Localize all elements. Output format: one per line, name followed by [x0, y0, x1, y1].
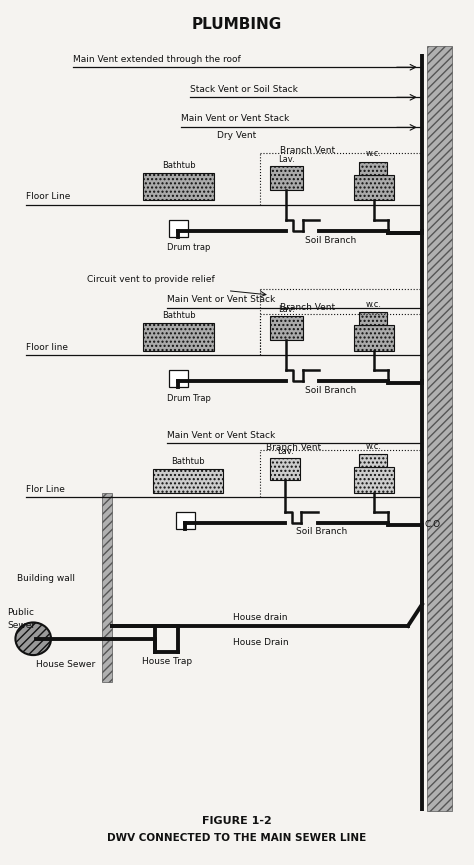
Bar [270, 458, 300, 480]
Text: Sewer: Sewer [8, 621, 36, 631]
Bar [143, 323, 214, 351]
Text: C.O: C.O [425, 520, 441, 529]
Bar [354, 175, 394, 201]
Text: Drum trap: Drum trap [167, 243, 210, 253]
Bar [427, 46, 453, 811]
Text: Circuit vent to provide relief: Circuit vent to provide relief [87, 275, 215, 285]
Text: Branch Vent: Branch Vent [265, 443, 321, 452]
Text: Floor line: Floor line [26, 343, 68, 352]
Bar [176, 512, 195, 529]
Text: Branch Vent: Branch Vent [280, 303, 335, 312]
Text: Bathtub: Bathtub [171, 457, 205, 466]
Bar [359, 162, 387, 175]
Text: w.c.: w.c. [366, 300, 382, 309]
Text: Lav.: Lav. [278, 305, 294, 314]
Text: Soil Branch: Soil Branch [305, 386, 356, 395]
Bar [102, 493, 112, 682]
Bar [169, 220, 188, 237]
Text: House Trap: House Trap [142, 657, 192, 666]
Text: House drain: House drain [233, 612, 288, 622]
Bar [354, 325, 394, 351]
Text: Floor Line: Floor Line [26, 192, 71, 202]
Text: w.c.: w.c. [366, 441, 382, 451]
Text: Bathtub: Bathtub [162, 311, 195, 320]
Text: Lav.: Lav. [277, 447, 293, 456]
Text: Soil Branch: Soil Branch [296, 527, 347, 536]
Text: Branch Vent: Branch Vent [280, 146, 335, 156]
Text: Main Vent or Vent Stack: Main Vent or Vent Stack [167, 431, 275, 439]
Text: Main Vent extended through the roof: Main Vent extended through the roof [73, 54, 241, 64]
Bar [270, 317, 302, 340]
Bar [359, 454, 387, 467]
Circle shape [16, 623, 51, 655]
Text: Dry Vent: Dry Vent [218, 131, 256, 140]
Bar [153, 469, 223, 493]
Text: Main Vent or Vent Stack: Main Vent or Vent Stack [167, 296, 275, 304]
Text: DWV CONNECTED TO THE MAIN SEWER LINE: DWV CONNECTED TO THE MAIN SEWER LINE [108, 833, 366, 843]
Text: Drum Trap: Drum Trap [167, 394, 210, 403]
Bar [143, 172, 214, 201]
Text: Building wall: Building wall [17, 573, 75, 583]
Text: Soil Branch: Soil Branch [305, 235, 356, 245]
Text: Flor Line: Flor Line [26, 484, 65, 494]
Bar [169, 370, 188, 388]
Bar [359, 312, 387, 325]
Text: FIGURE 1-2: FIGURE 1-2 [202, 816, 272, 826]
Text: Stack Vent or Soil Stack: Stack Vent or Soil Stack [190, 85, 298, 94]
Text: House Drain: House Drain [233, 638, 288, 647]
Text: Main Vent or Vent Stack: Main Vent or Vent Stack [181, 114, 289, 123]
Text: PLUMBING: PLUMBING [192, 16, 282, 32]
Bar [354, 467, 394, 493]
Text: w.c.: w.c. [366, 150, 382, 158]
Text: Public: Public [8, 608, 35, 618]
Text: Lav.: Lav. [278, 155, 294, 164]
Text: House Sewer: House Sewer [36, 660, 95, 670]
Text: Bathtub: Bathtub [162, 161, 195, 170]
Bar [270, 166, 302, 189]
